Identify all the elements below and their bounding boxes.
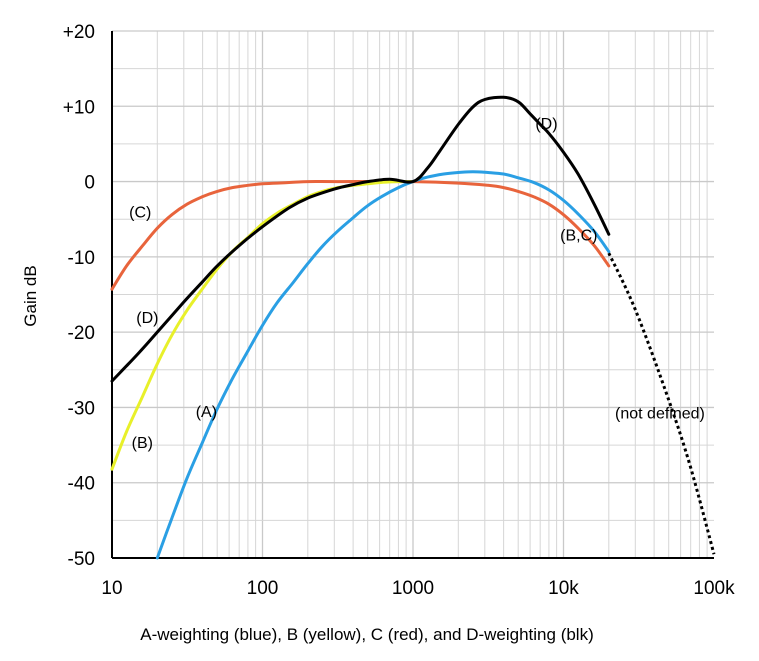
y-tick-label: -50 <box>68 549 95 570</box>
x-tick-label: 1000 <box>392 578 434 599</box>
gridlines <box>111 30 714 559</box>
y-tick-label: -20 <box>68 323 95 344</box>
y-tick-label: -30 <box>68 398 95 419</box>
x-tick-label: 100k <box>693 578 735 599</box>
tick-labels: +20 +10 0 -10 -20 -30 -40 -50 10 100 1000 10k 100k <box>63 22 735 599</box>
x-tick-label: 10 <box>101 578 122 599</box>
curve-annotation: (C) <box>129 205 151 222</box>
curve-annotation: (not defined) <box>615 406 705 423</box>
x-tick-label: 10k <box>548 578 579 599</box>
y-axis-label: Gain dB <box>21 265 40 326</box>
y-tick-label: +10 <box>63 97 95 118</box>
series-line-not-defined <box>607 252 716 555</box>
series-line-b <box>110 180 415 471</box>
series-line-a <box>155 170 611 560</box>
curve-annotation: (A) <box>196 404 217 421</box>
curve-annotation: (B,C) <box>560 227 597 244</box>
x-tick-label: 100 <box>247 578 279 599</box>
series-lines <box>110 95 716 560</box>
curve-annotation: (D) <box>535 116 557 133</box>
y-tick-label: 0 <box>84 173 95 194</box>
series-line-d <box>110 95 611 383</box>
curve-annotation: (D) <box>136 310 158 327</box>
series-line-c <box>110 179 611 291</box>
annotations: (D) (C) (B,C) (D) (A) (B) (not defined) <box>129 116 705 452</box>
y-tick-label: -10 <box>68 248 95 269</box>
y-tick-label: +20 <box>63 22 95 43</box>
x-axis-label: A-weighting (blue), B (yellow), C (red),… <box>140 625 594 644</box>
y-tick-label: -40 <box>68 474 95 495</box>
curve-annotation: (B) <box>132 435 153 452</box>
